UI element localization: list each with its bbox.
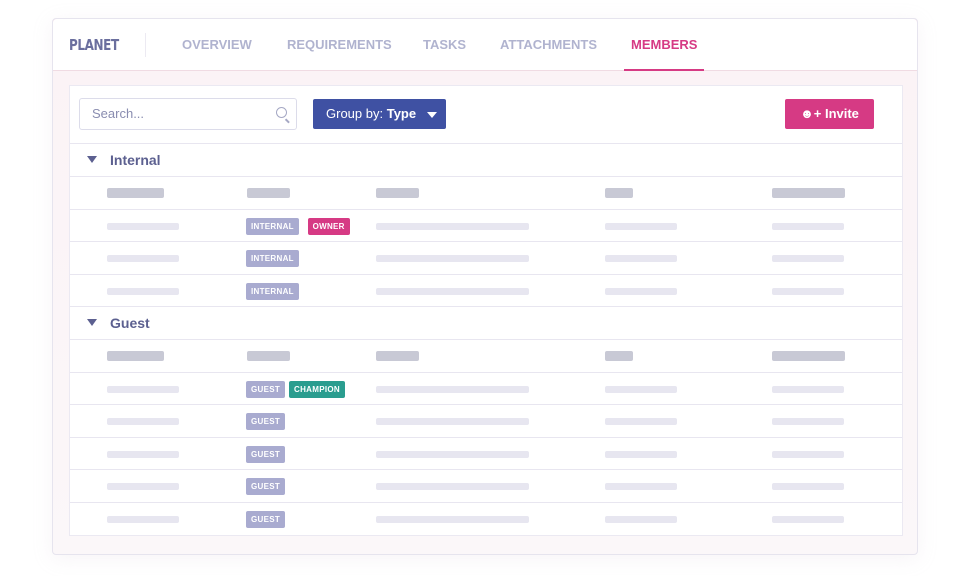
invite-label: Invite bbox=[824, 106, 859, 121]
cell-placeholder bbox=[107, 255, 179, 262]
logo: PLANET bbox=[69, 35, 119, 54]
search-placeholder: Search... bbox=[92, 106, 145, 121]
group-by-dropdown[interactable]: Group by: Type bbox=[313, 99, 446, 129]
cell-placeholder bbox=[376, 483, 529, 490]
search-icon bbox=[276, 107, 287, 118]
guest-tag: GUEST bbox=[246, 478, 286, 495]
column-header-row bbox=[70, 339, 902, 372]
cell-placeholder bbox=[605, 483, 677, 490]
cell-placeholder bbox=[772, 222, 844, 230]
cell-placeholder bbox=[107, 418, 179, 425]
cell-placeholder bbox=[772, 385, 844, 393]
cell-placeholder bbox=[772, 287, 844, 295]
column-header-placeholder bbox=[605, 351, 633, 361]
group-by-value: Type bbox=[386, 106, 417, 121]
cell-placeholder bbox=[376, 385, 529, 393]
tab-members[interactable]: MEMBERS bbox=[624, 19, 705, 71]
tab-requirements[interactable]: REQUIREMENTS bbox=[287, 37, 392, 52]
top-nav: PLANET OVERVIEW REQUIREMENTS TASKS ATTAC… bbox=[53, 19, 917, 71]
table-row[interactable]: GUEST bbox=[70, 469, 902, 502]
cell-placeholder bbox=[376, 515, 529, 523]
table-row[interactable]: GUEST CHAMPION bbox=[70, 371, 902, 405]
group-header-internal[interactable]: Internal bbox=[70, 143, 902, 176]
cell-placeholder bbox=[107, 515, 179, 523]
cell-placeholder bbox=[772, 450, 844, 458]
divider bbox=[145, 33, 146, 57]
cell-placeholder bbox=[376, 418, 529, 425]
cell-placeholder bbox=[605, 222, 677, 230]
cell-placeholder bbox=[772, 515, 844, 523]
cell-placeholder bbox=[605, 287, 677, 295]
column-header-placeholder bbox=[376, 351, 419, 361]
guest-tag: GUEST bbox=[246, 380, 286, 398]
cell-placeholder bbox=[107, 450, 179, 458]
members-panel: Search... Group by: Type ☻+ Invite Inter… bbox=[69, 85, 903, 536]
cell-placeholder bbox=[107, 483, 179, 490]
column-header-placeholder bbox=[107, 351, 164, 361]
cell-placeholder bbox=[107, 385, 179, 393]
column-header-placeholder bbox=[605, 188, 633, 198]
cell-placeholder bbox=[376, 287, 529, 295]
cell-placeholder bbox=[605, 450, 677, 458]
table-row[interactable]: INTERNAL bbox=[70, 241, 902, 274]
invite-button[interactable]: ☻+ Invite bbox=[785, 99, 874, 129]
column-header-placeholder bbox=[247, 188, 290, 198]
tab-overview[interactable]: OVERVIEW bbox=[182, 37, 252, 52]
collapse-triangle-icon[interactable] bbox=[87, 319, 97, 326]
column-header-placeholder bbox=[107, 188, 164, 198]
members-table: Internal INTERNAL OWNER INTERNAL INTERNAL Gue… bbox=[70, 143, 902, 534]
group-label: Guest bbox=[110, 315, 150, 331]
cell-placeholder bbox=[376, 450, 529, 458]
cell-placeholder bbox=[605, 418, 677, 425]
column-header-placeholder bbox=[376, 188, 419, 198]
table-row[interactable]: GUEST bbox=[70, 436, 902, 470]
group-by-label: Group by: bbox=[326, 106, 384, 121]
table-row[interactable]: GUEST bbox=[70, 501, 902, 535]
table-row[interactable]: INTERNAL OWNER bbox=[70, 208, 902, 242]
column-header-placeholder bbox=[772, 351, 845, 361]
cell-placeholder bbox=[605, 255, 677, 262]
search-input[interactable]: Search... bbox=[79, 98, 297, 130]
table-row[interactable]: INTERNAL bbox=[70, 273, 902, 307]
guest-tag: GUEST bbox=[246, 413, 286, 430]
group-header-guest[interactable]: Guest bbox=[70, 306, 902, 339]
column-header-placeholder bbox=[772, 188, 845, 198]
cell-placeholder bbox=[605, 385, 677, 393]
caret-down-icon bbox=[426, 111, 437, 118]
champion-tag: CHAMPION bbox=[289, 380, 345, 398]
cell-placeholder bbox=[107, 287, 179, 295]
guest-tag: GUEST bbox=[246, 445, 286, 463]
collapse-triangle-icon[interactable] bbox=[87, 156, 97, 163]
tab-attachments[interactable]: ATTACHMENTS bbox=[500, 37, 598, 52]
group-label: Internal bbox=[110, 152, 161, 168]
members-card: PLANET OVERVIEW REQUIREMENTS TASKS ATTAC… bbox=[52, 18, 918, 555]
internal-tag: INTERNAL bbox=[246, 217, 299, 235]
cell-placeholder bbox=[376, 222, 529, 230]
cell-placeholder bbox=[605, 515, 677, 523]
column-header-row bbox=[70, 176, 902, 209]
cell-placeholder bbox=[376, 255, 529, 262]
add-user-icon: ☻+ bbox=[800, 106, 825, 121]
cell-placeholder bbox=[772, 418, 844, 425]
owner-tag: OWNER bbox=[307, 217, 350, 235]
internal-tag: INTERNAL bbox=[246, 250, 299, 267]
column-header-placeholder bbox=[247, 351, 290, 361]
cell-placeholder bbox=[107, 222, 179, 230]
table-row[interactable]: GUEST bbox=[70, 404, 902, 437]
tab-tasks[interactable]: TASKS bbox=[423, 37, 467, 52]
guest-tag: GUEST bbox=[246, 510, 286, 528]
internal-tag: INTERNAL bbox=[246, 282, 299, 300]
cell-placeholder bbox=[772, 483, 844, 490]
cell-placeholder bbox=[772, 255, 844, 262]
